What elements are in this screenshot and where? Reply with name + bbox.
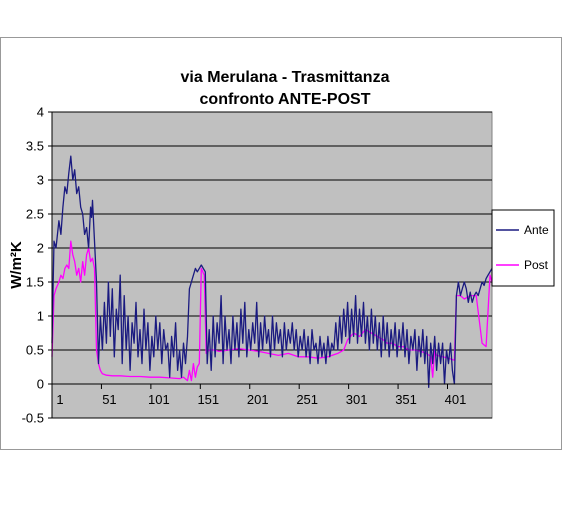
series-line-ante — [51, 155, 493, 389]
y-tick-label: 2 — [37, 241, 44, 256]
x-tick-label: 401 — [445, 392, 467, 407]
y-tick-label: 0 — [37, 377, 44, 392]
y-tick-label: 1 — [37, 309, 44, 324]
y-tick-label: -0.5 — [22, 411, 44, 426]
x-tick-label: 201 — [247, 392, 269, 407]
x-tick-label: 1 — [56, 392, 63, 407]
y-axis: -0.5 0 0.5 1 1.5 2 2.5 3 3.5 4 — [22, 105, 52, 426]
plot-area — [51, 111, 493, 419]
chart-title-line-2: confronto ANTE-POST — [200, 91, 371, 108]
x-axis: 1 51 101 151 201 251 301 351 401 — [51, 112, 492, 418]
series-layer — [51, 155, 493, 389]
y-axis-label: W/m²K — [8, 241, 25, 289]
y-tick-label: 3.5 — [26, 139, 44, 154]
legend-box — [491, 209, 555, 287]
x-tick-label: 301 — [346, 392, 368, 407]
y-tick-label: 0.5 — [26, 343, 44, 358]
series-line-post — [51, 240, 493, 382]
y-tick-label: 3 — [37, 173, 44, 188]
legend-label-post: Post — [524, 258, 549, 272]
legend: Ante Post — [491, 209, 555, 287]
legend-label-ante: Ante — [524, 223, 549, 237]
y-tick-label: 4 — [37, 105, 44, 120]
x-tick-label: 51 — [102, 392, 116, 407]
x-tick-label: 101 — [148, 392, 170, 407]
chart-title-line-1: via Merulana - Trasmittanza — [181, 69, 390, 86]
y-tick-label: 2.5 — [26, 207, 44, 222]
x-tick-label: 351 — [395, 392, 417, 407]
y-tick-label: 1.5 — [26, 275, 44, 290]
x-tick-label: 151 — [197, 392, 219, 407]
x-tick-label: 251 — [296, 392, 318, 407]
